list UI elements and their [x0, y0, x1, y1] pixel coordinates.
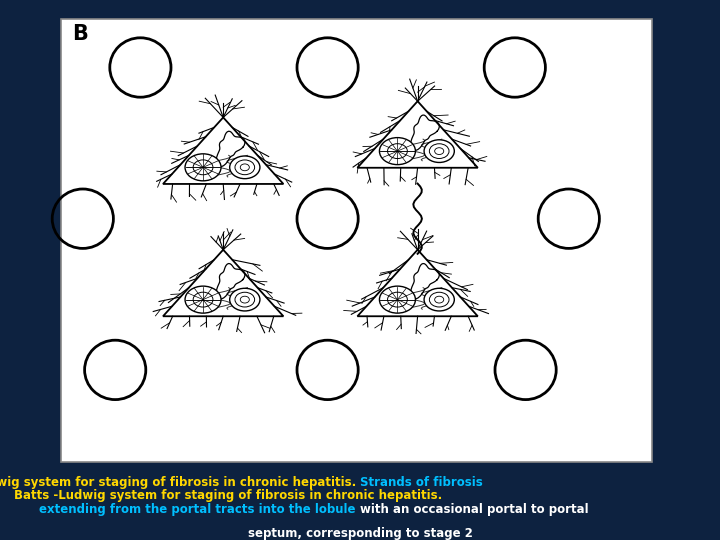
- Text: Batts -Ludwig system for staging of fibrosis in chronic hepatitis.: Batts -Ludwig system for staging of fibr…: [14, 489, 447, 502]
- Circle shape: [185, 286, 221, 313]
- Circle shape: [424, 288, 454, 311]
- FancyBboxPatch shape: [61, 19, 652, 462]
- Text: Batts -Ludwig system for staging of fibrosis in chronic hepatitis.: Batts -Ludwig system for staging of fibr…: [0, 476, 360, 489]
- Text: B: B: [72, 24, 88, 44]
- Circle shape: [379, 286, 415, 313]
- Text: with an occasional portal to portal: with an occasional portal to portal: [360, 503, 589, 516]
- Text: Strands of fibrosis: Strands of fibrosis: [360, 476, 482, 489]
- Circle shape: [230, 288, 260, 311]
- Circle shape: [379, 138, 415, 165]
- Circle shape: [185, 154, 221, 181]
- Text: extending from the portal tracts into the lobule: extending from the portal tracts into th…: [40, 503, 360, 516]
- Circle shape: [230, 156, 260, 179]
- Text: septum, corresponding to stage 2: septum, corresponding to stage 2: [248, 526, 472, 539]
- Circle shape: [424, 140, 454, 163]
